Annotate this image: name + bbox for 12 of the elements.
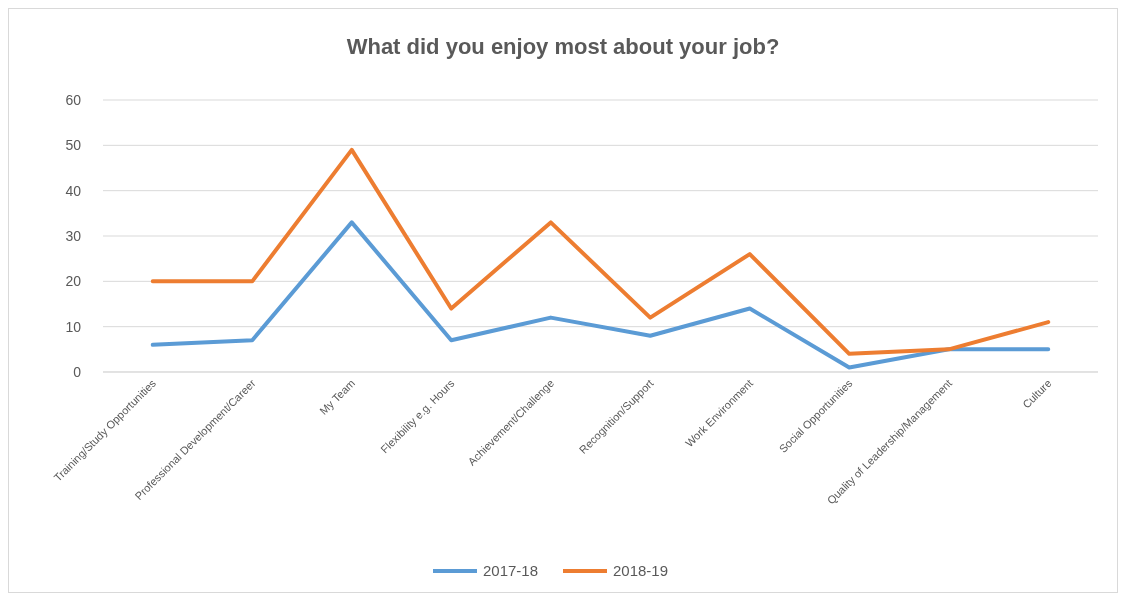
- y-tick-label: 30: [65, 227, 82, 244]
- legend-label: 2017-18: [483, 562, 539, 580]
- legend-label: 2018-19: [613, 562, 669, 580]
- chart-title: What did you enjoy most about your job?: [346, 34, 780, 59]
- y-tick-label: 60: [65, 91, 82, 108]
- y-tick-label: 50: [65, 137, 82, 154]
- y-tick-label: 20: [65, 273, 82, 290]
- y-tick-label: 40: [65, 182, 82, 199]
- y-tick-label: 0: [73, 363, 82, 380]
- y-tick-label: 10: [65, 318, 82, 335]
- line-series: [150, 147, 1051, 356]
- line-series: [150, 220, 1051, 370]
